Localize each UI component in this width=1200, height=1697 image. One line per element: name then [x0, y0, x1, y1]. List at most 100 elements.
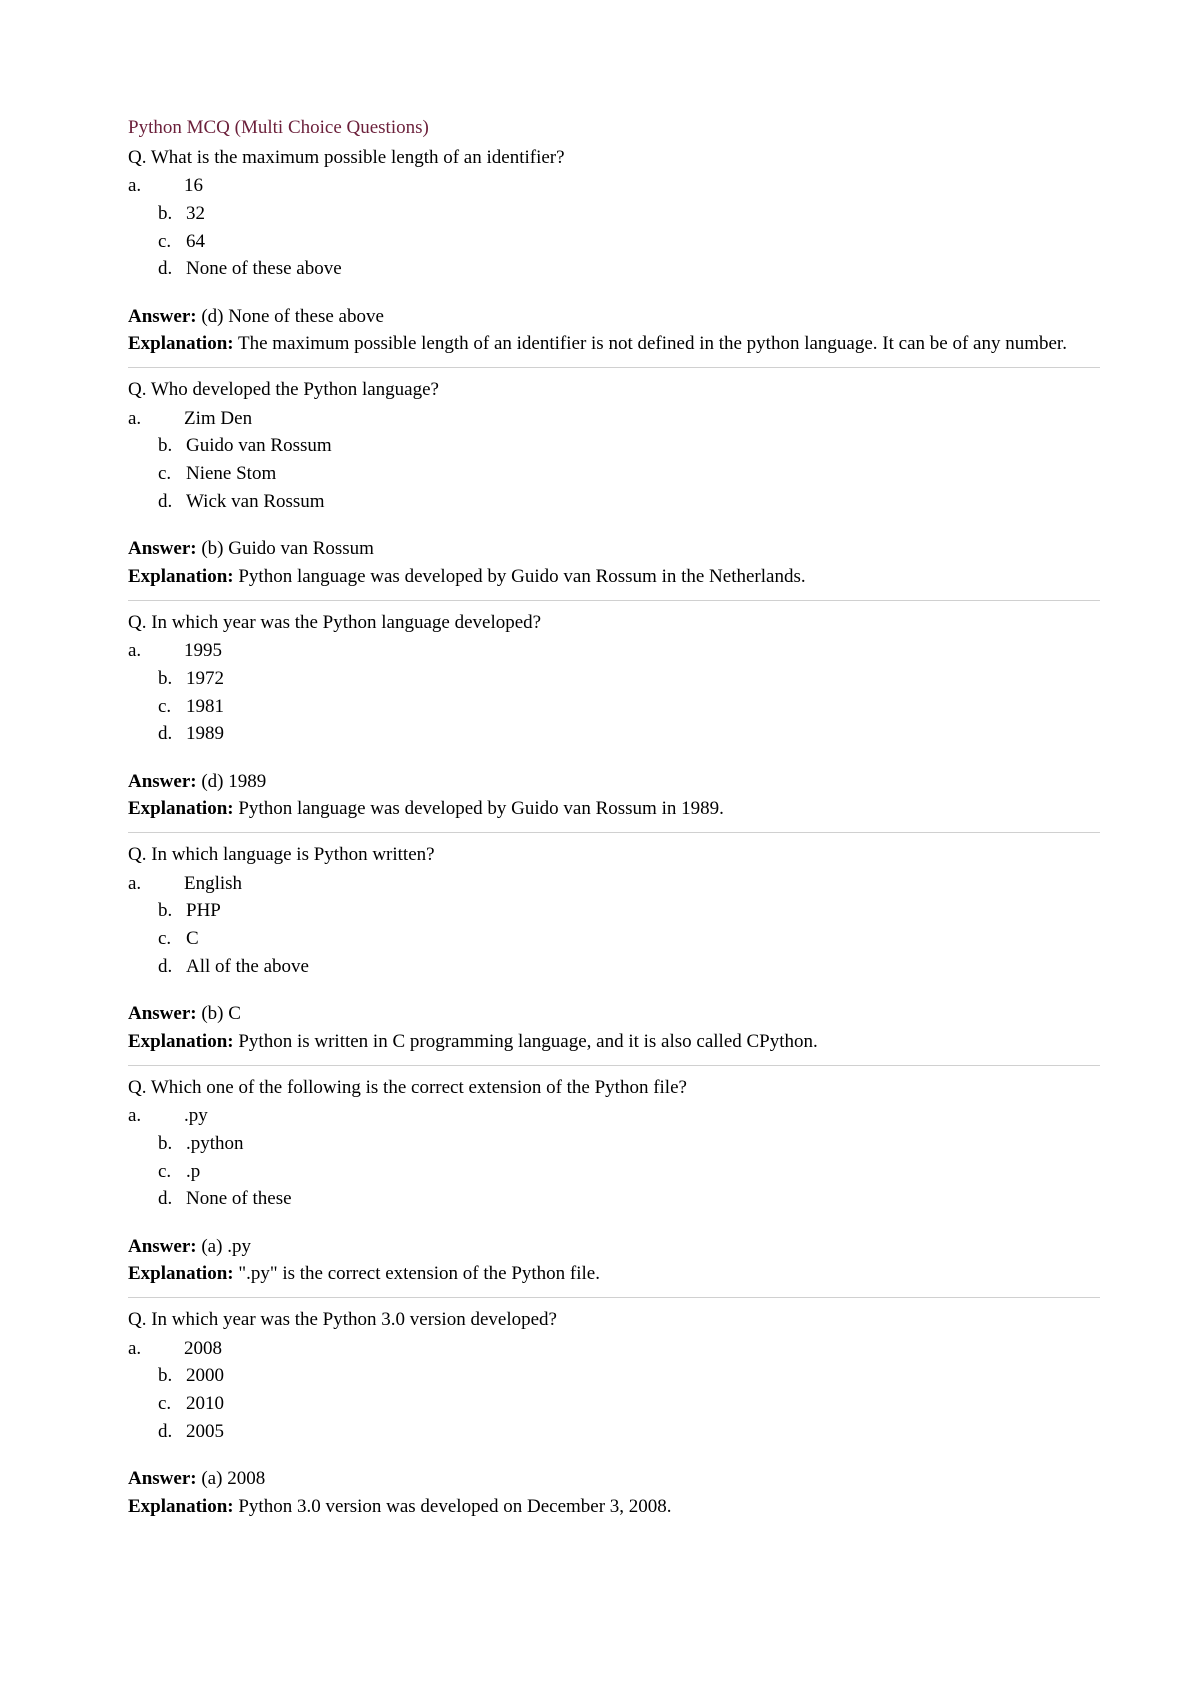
- divider: [128, 367, 1100, 368]
- option-text: English: [184, 871, 242, 897]
- option-row: a. .py: [128, 1103, 1100, 1129]
- answer-block: Answer: (b) Guido van Rossum Explanation…: [128, 536, 1100, 589]
- page-title: Python MCQ (Multi Choice Questions): [128, 115, 1100, 141]
- option-label: a.: [128, 871, 184, 897]
- option-text: PHP: [186, 898, 221, 924]
- question-text: Q. What is the maximum possible length o…: [128, 145, 1100, 171]
- option-text: All of the above: [186, 954, 309, 980]
- option-row: c. C: [158, 926, 1100, 952]
- answer-value: (d) 1989: [201, 771, 266, 792]
- question-text: Q. In which year was the Python language…: [128, 610, 1100, 636]
- explanation-value: Python is written in C programming langu…: [238, 1031, 817, 1052]
- option-row: b. Guido van Rossum: [158, 433, 1100, 459]
- option-text: 1995: [184, 638, 222, 664]
- option-text: 2000: [186, 1363, 224, 1389]
- option-label: a.: [128, 173, 184, 199]
- explanation-value: Python 3.0 version was developed on Dece…: [238, 1496, 671, 1517]
- option-label: d.: [158, 489, 186, 515]
- option-row: d. 1989: [158, 721, 1100, 747]
- option-text: .p: [186, 1159, 200, 1185]
- explanation-line: Explanation: Python 3.0 version was deve…: [128, 1494, 1100, 1520]
- option-row: c. .p: [158, 1159, 1100, 1185]
- option-row: d. Wick van Rossum: [158, 489, 1100, 515]
- explanation-label: Explanation:: [128, 1263, 234, 1284]
- question-block: Q. In which language is Python written? …: [128, 842, 1100, 979]
- option-text: C: [186, 926, 199, 952]
- option-label: a.: [128, 1103, 184, 1129]
- option-label: c.: [158, 229, 186, 255]
- option-label: d.: [158, 1186, 186, 1212]
- option-label: d.: [158, 954, 186, 980]
- answer-block: Answer: (d) None of these above Explanat…: [128, 304, 1100, 357]
- explanation-value: Python language was developed by Guido v…: [238, 566, 805, 587]
- explanation-line: Explanation: ".py" is the correct extens…: [128, 1261, 1100, 1287]
- answer-label: Answer:: [128, 1236, 197, 1257]
- option-row: a. 16: [128, 173, 1100, 199]
- option-label: c.: [158, 461, 186, 487]
- option-label: b.: [158, 433, 186, 459]
- answer-line: Answer: (d) 1989: [128, 769, 1100, 795]
- option-label: d.: [158, 721, 186, 747]
- option-text: 2005: [186, 1419, 224, 1445]
- option-text: 1972: [186, 666, 224, 692]
- answer-value: (b) Guido van Rossum: [201, 538, 374, 559]
- option-row: a. 2008: [128, 1336, 1100, 1362]
- question-block: Q. Who developed the Python language? a.…: [128, 377, 1100, 514]
- option-label: b.: [158, 201, 186, 227]
- question-text: Q. Which one of the following is the cor…: [128, 1075, 1100, 1101]
- answer-line: Answer: (b) Guido van Rossum: [128, 536, 1100, 562]
- option-text: Zim Den: [184, 406, 252, 432]
- question-text: Q. In which language is Python written?: [128, 842, 1100, 868]
- option-text: 2010: [186, 1391, 224, 1417]
- explanation-value: Python language was developed by Guido v…: [238, 798, 724, 819]
- option-label: c.: [158, 926, 186, 952]
- option-row: c. 1981: [158, 694, 1100, 720]
- explanation-value: The maximum possible length of an identi…: [238, 333, 1067, 354]
- option-label: b.: [158, 1363, 186, 1389]
- explanation-label: Explanation:: [128, 1496, 234, 1517]
- explanation-line: Explanation: Python is written in C prog…: [128, 1029, 1100, 1055]
- answer-label: Answer:: [128, 538, 197, 559]
- option-row: a. English: [128, 871, 1100, 897]
- answer-block: Answer: (a) .py Explanation: ".py" is th…: [128, 1234, 1100, 1287]
- divider: [128, 1065, 1100, 1066]
- answer-line: Answer: (b) C: [128, 1001, 1100, 1027]
- answer-block: Answer: (d) 1989 Explanation: Python lan…: [128, 769, 1100, 822]
- option-row: c. 2010: [158, 1391, 1100, 1417]
- option-row: d. None of these: [158, 1186, 1100, 1212]
- option-row: d. All of the above: [158, 954, 1100, 980]
- option-text: Guido van Rossum: [186, 433, 332, 459]
- option-label: c.: [158, 1159, 186, 1185]
- question-text: Q. In which year was the Python 3.0 vers…: [128, 1307, 1100, 1333]
- option-label: a.: [128, 638, 184, 664]
- divider: [128, 1297, 1100, 1298]
- option-label: c.: [158, 1391, 186, 1417]
- divider: [128, 832, 1100, 833]
- question-block: Q. In which year was the Python 3.0 vers…: [128, 1307, 1100, 1444]
- option-row: a. Zim Den: [128, 406, 1100, 432]
- option-label: d.: [158, 256, 186, 282]
- answer-label: Answer:: [128, 771, 197, 792]
- option-text: 2008: [184, 1336, 222, 1362]
- option-row: b. 1972: [158, 666, 1100, 692]
- option-label: a.: [128, 1336, 184, 1362]
- option-text: Niene Stom: [186, 461, 276, 487]
- option-text: None of these above: [186, 256, 342, 282]
- option-text: 1989: [186, 721, 224, 747]
- question-block: Q. Which one of the following is the cor…: [128, 1075, 1100, 1212]
- option-row: b. 32: [158, 201, 1100, 227]
- option-row: b. PHP: [158, 898, 1100, 924]
- option-text: .py: [184, 1103, 208, 1129]
- question-block: Q. In which year was the Python language…: [128, 610, 1100, 747]
- option-row: c. 64: [158, 229, 1100, 255]
- divider: [128, 600, 1100, 601]
- explanation-label: Explanation:: [128, 798, 234, 819]
- option-text: 1981: [186, 694, 224, 720]
- option-label: c.: [158, 694, 186, 720]
- explanation-line: Explanation: Python language was develop…: [128, 796, 1100, 822]
- option-row: b. 2000: [158, 1363, 1100, 1389]
- option-label: b.: [158, 898, 186, 924]
- answer-value: (b) C: [201, 1003, 241, 1024]
- option-text: .python: [186, 1131, 244, 1157]
- option-row: c. Niene Stom: [158, 461, 1100, 487]
